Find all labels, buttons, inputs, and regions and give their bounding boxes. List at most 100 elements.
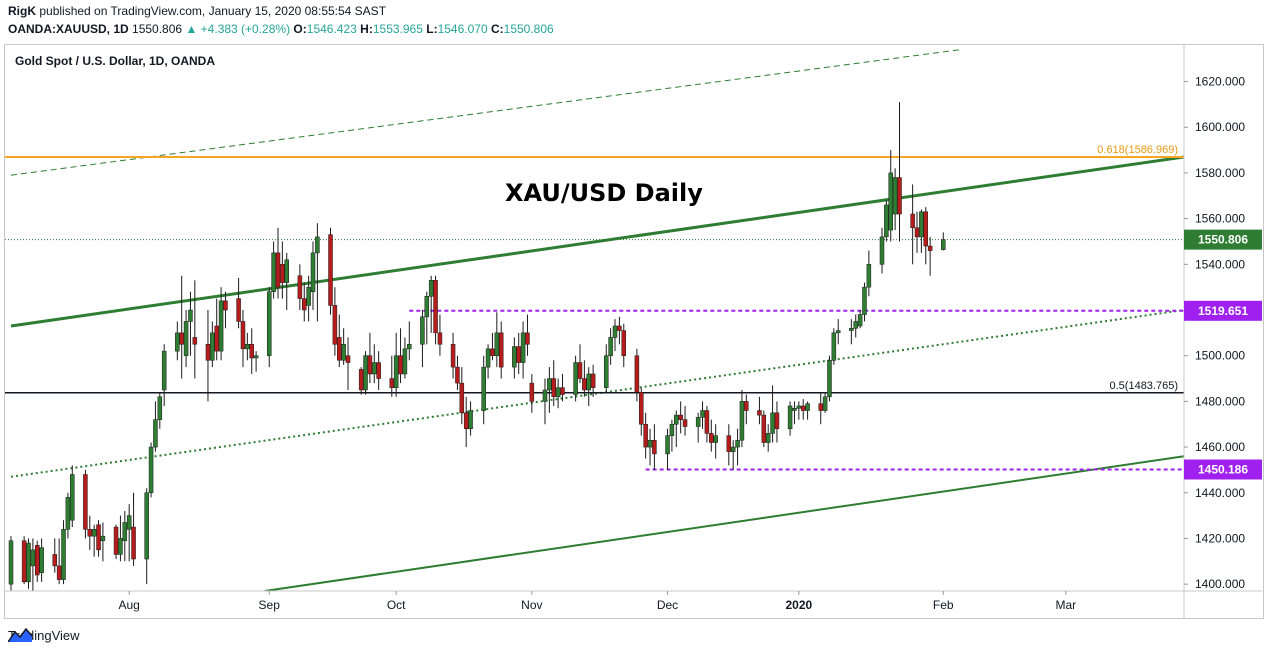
candle-body — [643, 423, 648, 448]
candle — [490, 332, 495, 361]
candle — [761, 410, 767, 448]
candle — [857, 310, 863, 329]
candle-body — [739, 401, 745, 441]
candle-body — [490, 348, 495, 356]
candle-body — [674, 414, 679, 425]
candle-body — [358, 369, 364, 391]
candle — [770, 385, 775, 443]
candle-body — [888, 172, 893, 231]
candle-body — [897, 177, 902, 215]
candle — [498, 321, 504, 379]
candle — [884, 200, 889, 242]
candle-body — [800, 405, 806, 411]
candle-body — [560, 387, 565, 395]
candle — [586, 367, 591, 406]
y-tick-label: 1620.000 — [1195, 75, 1245, 89]
candle-body — [113, 526, 119, 555]
candle — [144, 488, 149, 585]
candle-body — [21, 540, 27, 583]
candle-body — [604, 355, 609, 388]
candle-body — [551, 378, 556, 398]
candle-body — [853, 321, 858, 329]
candle-body — [245, 344, 250, 350]
candle-body — [407, 344, 412, 350]
candle-body — [485, 348, 491, 368]
author[interactable]: RigK — [8, 4, 36, 18]
candle — [730, 440, 736, 470]
candle-body — [210, 332, 215, 361]
candle-body — [148, 446, 154, 494]
candle — [822, 392, 828, 413]
y-tick-label: 1600.000 — [1195, 120, 1245, 134]
candle — [818, 392, 823, 425]
candle-body — [639, 391, 644, 425]
y-tick-label: 1420.000 — [1195, 531, 1245, 545]
candle-body — [398, 355, 403, 375]
candle — [218, 287, 224, 361]
candle-body — [884, 204, 889, 238]
candle — [551, 360, 556, 406]
candle — [61, 520, 66, 585]
candle — [433, 275, 438, 345]
candle-body — [306, 286, 311, 306]
candle — [796, 401, 802, 420]
x-tick-label: Mar — [1055, 598, 1076, 612]
candle-body — [450, 344, 456, 368]
candle-body — [695, 417, 701, 427]
candle — [35, 540, 40, 582]
candle — [337, 314, 342, 368]
candle — [765, 424, 771, 452]
candle-body — [612, 325, 618, 338]
candle-body — [65, 497, 71, 530]
candle — [428, 275, 434, 333]
x-tick-label: Feb — [933, 598, 954, 612]
candle-body — [765, 433, 771, 443]
candle — [126, 504, 132, 562]
candle-body — [792, 407, 797, 411]
candle-body — [39, 547, 44, 573]
candle — [927, 236, 933, 276]
candle — [157, 392, 163, 429]
candle — [892, 168, 898, 231]
open-value: 1546.423 — [306, 22, 357, 36]
candle — [402, 337, 408, 379]
candle-body — [433, 280, 438, 334]
candle-body — [52, 554, 58, 567]
candle — [389, 355, 395, 397]
candle-body — [372, 362, 377, 375]
candle — [643, 412, 648, 459]
y-tick-label: 1500.000 — [1195, 349, 1245, 363]
candle-body — [91, 529, 97, 537]
publish-info: RigK published on TradingView.com, Janua… — [8, 4, 386, 18]
candle-body — [144, 492, 149, 560]
published-text: published on TradingView.com, January 15… — [39, 4, 387, 18]
candle — [214, 298, 219, 361]
candle — [520, 321, 526, 379]
candle — [266, 287, 272, 368]
close-label: C: — [490, 22, 504, 36]
candle-body — [577, 362, 583, 379]
candle-body — [709, 433, 714, 443]
candle-body — [525, 332, 530, 345]
candle — [665, 428, 670, 470]
candle-body — [831, 332, 837, 361]
candle-body — [512, 346, 517, 368]
candle — [757, 396, 762, 425]
candle-body — [363, 355, 368, 391]
candle — [910, 184, 915, 265]
chart-frame[interactable] — [4, 44, 1264, 619]
candle — [700, 401, 705, 429]
candle — [669, 419, 675, 452]
candle-body — [284, 259, 289, 283]
candle — [341, 328, 346, 365]
candle — [516, 332, 521, 374]
candle — [792, 401, 797, 425]
tradingview-logo-icon — [8, 628, 32, 642]
candle — [175, 321, 180, 361]
candle — [8, 536, 14, 591]
price-tag-label-resistance-dashed: 1519.651 — [1198, 304, 1248, 318]
symbol-ohlc-bar: OANDA:XAUUSD, 1D 1550.806 ▲ +4.383 (+0.2… — [8, 22, 554, 36]
candle — [463, 396, 469, 448]
candle — [652, 424, 657, 470]
